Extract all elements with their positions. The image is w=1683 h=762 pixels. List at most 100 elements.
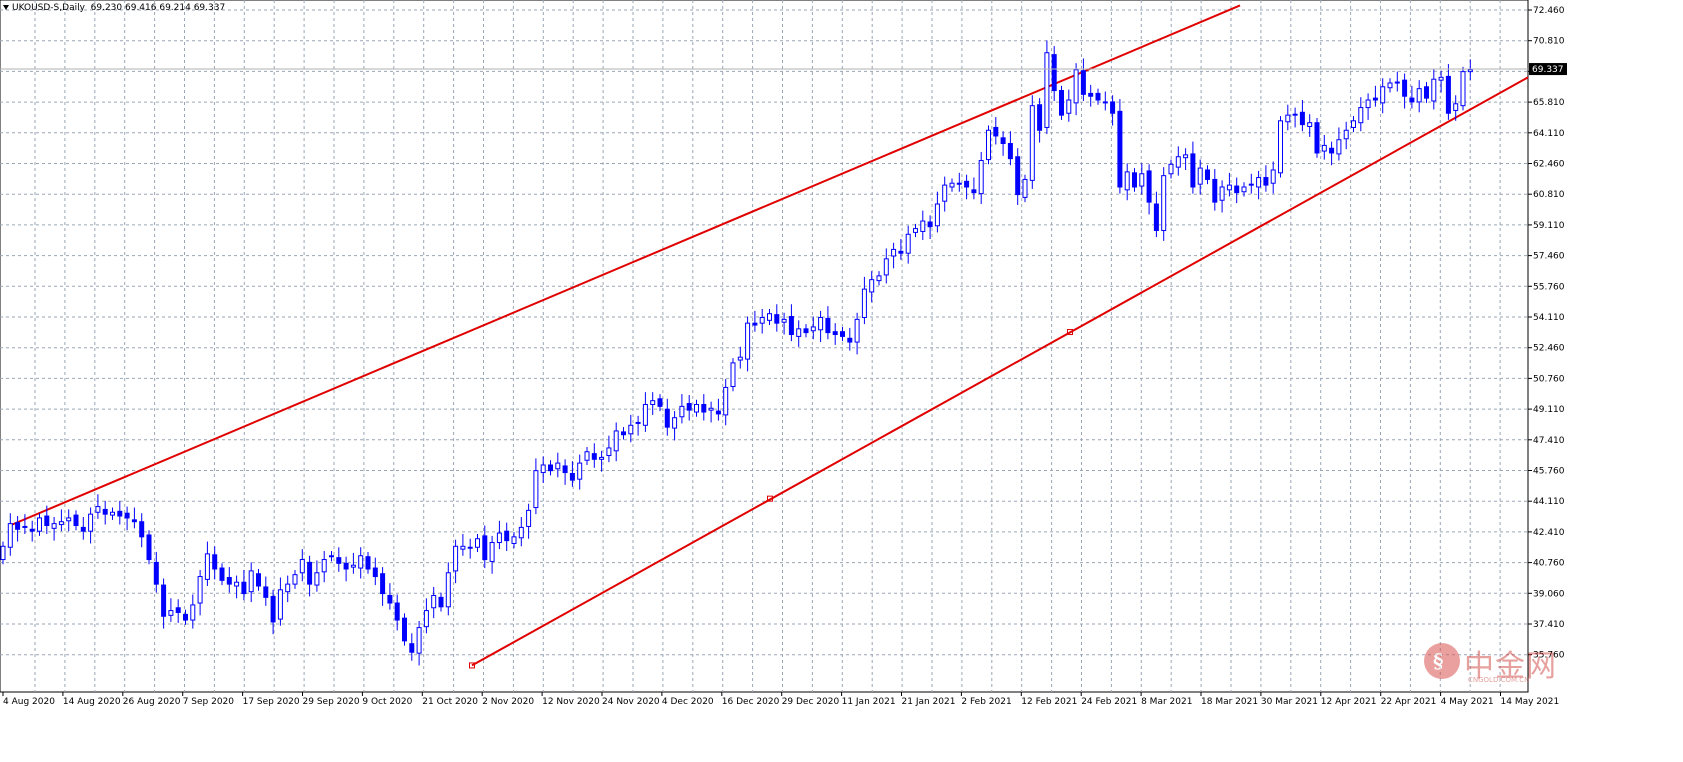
- candle-body: [394, 602, 400, 621]
- candle: [869, 271, 875, 303]
- candle: [270, 589, 276, 635]
- price-chart[interactable]: 72.46070.81067.46065.81064.11062.46060.8…: [0, 0, 1568, 713]
- candle-body: [1110, 101, 1116, 114]
- plot-frame: [0, 0, 1529, 693]
- candle: [1088, 84, 1094, 107]
- candle-body: [1248, 183, 1254, 186]
- candle: [365, 551, 371, 574]
- candle-body: [657, 398, 663, 407]
- candle: [80, 516, 86, 540]
- candle-body: [307, 561, 313, 585]
- candle: [1197, 159, 1203, 195]
- candle: [343, 556, 349, 582]
- candle: [788, 304, 794, 342]
- candle: [329, 551, 334, 562]
- candle-body: [88, 513, 94, 532]
- candle-body: [584, 451, 590, 461]
- candle: [1467, 59, 1473, 81]
- candle: [1380, 78, 1386, 114]
- candle-body: [161, 584, 167, 617]
- candle-body: [1453, 103, 1459, 111]
- candle: [905, 225, 911, 264]
- candle-body: [533, 470, 539, 509]
- y-tick-label: 70.810: [1533, 37, 1565, 47]
- candle: [803, 324, 809, 338]
- candle-body: [694, 403, 699, 413]
- candle-body: [1146, 170, 1152, 203]
- x-tick-label: 16 Dec 2020: [722, 697, 780, 707]
- candle-body: [1190, 153, 1196, 188]
- candle-body: [256, 573, 261, 587]
- watermark-name: 中金网: [1464, 649, 1557, 684]
- candle: [657, 394, 663, 412]
- trend-lines[interactable]: [9, 4, 1529, 669]
- candle: [66, 509, 72, 532]
- candle: [504, 522, 510, 552]
- candle-body: [869, 279, 875, 293]
- candle: [489, 535, 495, 574]
- x-tick-label: 30 Mar 2021: [1261, 697, 1318, 707]
- candle-body: [1212, 178, 1218, 203]
- x-tick-label: 12 Apr 2021: [1321, 697, 1377, 707]
- y-tick-label: 72.460: [1533, 6, 1565, 16]
- candle-body: [752, 322, 758, 326]
- candle: [1329, 141, 1335, 166]
- candle: [1299, 100, 1305, 132]
- candle: [1365, 93, 1371, 120]
- x-tick-label: 4 Aug 2020: [3, 697, 55, 707]
- candle: [628, 414, 634, 443]
- x-tick-label: 21 Jan 2021: [902, 697, 956, 707]
- candle: [1059, 85, 1064, 120]
- time-axis[interactable]: 4 Aug 2020 14 Aug 2020 26 Aug 2020 7 Sep 20…: [2, 692, 1559, 707]
- candle-body: [1197, 167, 1203, 185]
- candle-body: [117, 510, 123, 517]
- candle: [321, 551, 327, 583]
- watermark-logo-icon: §: [1424, 643, 1460, 679]
- y-tick-label: 47.410: [1533, 436, 1565, 446]
- dropdown-triangle-icon[interactable]: [3, 5, 9, 10]
- candle: [402, 613, 407, 646]
- y-tick-label: 52.460: [1533, 344, 1565, 354]
- candle-body: [810, 326, 816, 332]
- candle-body: [234, 581, 240, 587]
- candle-body: [1314, 122, 1320, 154]
- candle-body: [1394, 81, 1400, 84]
- candle-body: [956, 182, 962, 185]
- candle-body: [402, 617, 407, 642]
- candle-body: [1416, 88, 1422, 103]
- candle: [277, 577, 283, 626]
- candle-body: [175, 607, 181, 613]
- candle-body: [1102, 101, 1108, 104]
- candle-body: [861, 288, 867, 318]
- candle-body: [1431, 78, 1437, 102]
- candle-body: [650, 400, 656, 405]
- candle: [1460, 66, 1466, 111]
- candle-body: [1438, 76, 1444, 81]
- x-tick-label: 12 Nov 2020: [542, 697, 600, 707]
- trend-anchor-handle: [469, 662, 475, 669]
- candle-body: [1365, 99, 1371, 109]
- candle-body: [1329, 147, 1335, 154]
- candle-body: [540, 464, 546, 474]
- candle: [1314, 117, 1320, 158]
- candle-body: [1270, 169, 1276, 184]
- x-tick-label: 24 Feb 2021: [1081, 697, 1137, 707]
- candle-body: [153, 561, 159, 585]
- candle: [117, 500, 123, 525]
- candle-body: [1336, 139, 1342, 155]
- candle-body: [1132, 172, 1137, 188]
- candle: [175, 599, 181, 623]
- candle-body: [350, 564, 356, 568]
- candle: [139, 513, 145, 548]
- candle: [241, 569, 247, 601]
- candle: [358, 547, 364, 579]
- candle-body: [920, 220, 926, 232]
- candle-body: [555, 462, 561, 470]
- symbol-label: UKOUSD-S,Daily: [12, 3, 85, 13]
- candle: [1234, 177, 1240, 204]
- candle: [1015, 148, 1021, 205]
- x-tick-label: 22 Apr 2021: [1381, 697, 1437, 707]
- price-axis[interactable]: 72.46070.81067.46065.81064.11062.46060.8…: [1528, 6, 1567, 661]
- candle-body: [1073, 69, 1079, 104]
- candle: [467, 538, 473, 559]
